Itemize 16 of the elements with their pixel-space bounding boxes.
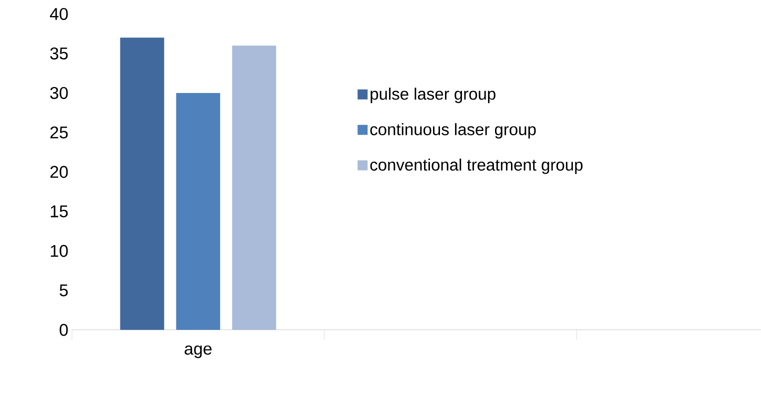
y-tick-label: 0: [60, 324, 68, 336]
legend-label: pulse laser group: [370, 88, 496, 104]
x-tick-label: age: [184, 345, 212, 358]
y-tick-label: 10: [50, 244, 68, 257]
bar: [120, 38, 164, 330]
y-tick-label: 15: [50, 206, 68, 218]
y-tick-label: 40: [50, 8, 68, 20]
y-tick-label: 30: [50, 87, 68, 100]
legend-label: continuous laser group: [370, 123, 536, 139]
y-tick-label: 20: [50, 166, 68, 178]
y-tick-label: 5: [60, 284, 68, 296]
bar: [176, 93, 220, 330]
y-tick-label: 35: [50, 48, 68, 60]
y-tick-label: 25: [50, 126, 68, 139]
legend-label: conventional treatment group: [370, 158, 583, 174]
bar: [232, 46, 276, 330]
